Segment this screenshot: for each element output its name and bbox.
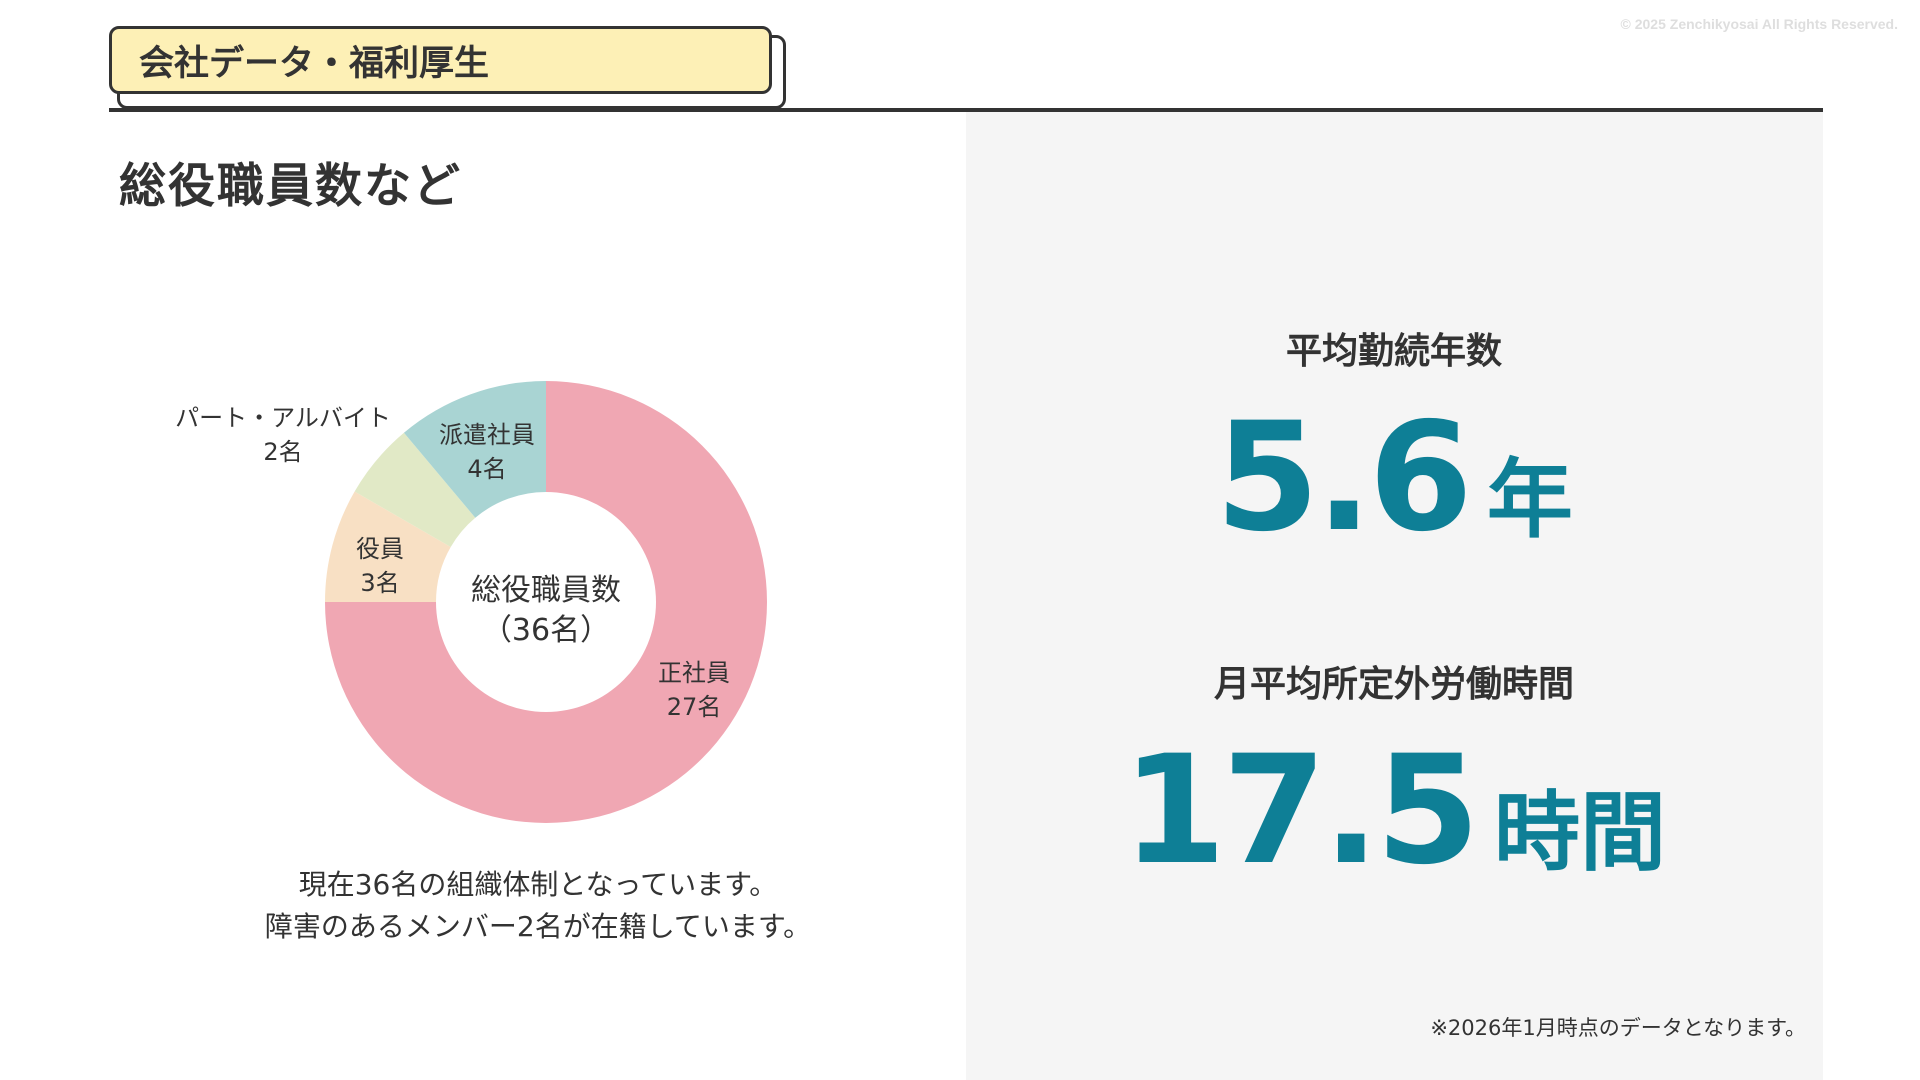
summary-line: 現在36名の組織体制となっています。 [298,868,778,901]
slice-value: 3名 [360,569,400,597]
stat-unit: 年 [1486,450,1573,550]
summary-line: 障害のあるメンバー2名が在籍しています。 [264,910,812,943]
section-tab: 会社データ・福利厚生 [109,26,772,94]
donut-slice-officers [325,491,451,602]
donut-center-label: 総役職員数 （36名） [471,571,621,651]
slice-value: 4名 [467,455,507,483]
stat-label-overtime: 月平均所定外労働時間 [1213,664,1575,705]
slice-name: 正社員 [658,659,730,687]
header-divider [109,108,1823,112]
slice-label-parttime: パート・アルバイト 2名 [175,401,391,469]
copyright-notice: © 2025 Zenchikyosai All Rights Reserved. [1620,16,1898,32]
donut-slice-parttime [354,432,476,547]
stat-number: 5.6 [1215,391,1473,565]
donut-slice-dispatch [403,381,546,518]
page-title: 総役職員数など [119,159,462,214]
slice-label-dispatch: 派遣社員 4名 [439,418,535,486]
slice-label-fulltime: 正社員 27名 [658,656,730,724]
stat-value-overtime: 17.5 時間 [1122,736,1666,886]
stat-number: 17.5 [1121,724,1480,898]
stat-label-tenure: 平均勤続年数 [1285,331,1503,372]
slice-label-officers: 役員 3名 [356,532,404,600]
center-label-title: 総役職員数 [471,573,621,608]
stat-unit: 時間 [1494,783,1667,883]
slice-name: パート・アルバイト [175,404,391,432]
slice-value: 27名 [666,693,722,721]
footnote: ※2026年1月時点のデータとなります。 [1430,1016,1806,1040]
slice-name: 役員 [356,535,404,563]
stats-panel [966,112,1823,1080]
slice-name: 派遣社員 [439,421,535,449]
stat-value-tenure: 5.6 年 [1215,403,1573,553]
center-label-total: （36名） [481,613,611,648]
section-tab-label: 会社データ・福利厚生 [139,43,490,84]
donut-slice-fulltime [325,381,767,823]
slice-value: 2名 [263,438,303,466]
summary-text: 現在36名の組織体制となっています。 障害のあるメンバー2名が在籍しています。 [265,864,811,948]
